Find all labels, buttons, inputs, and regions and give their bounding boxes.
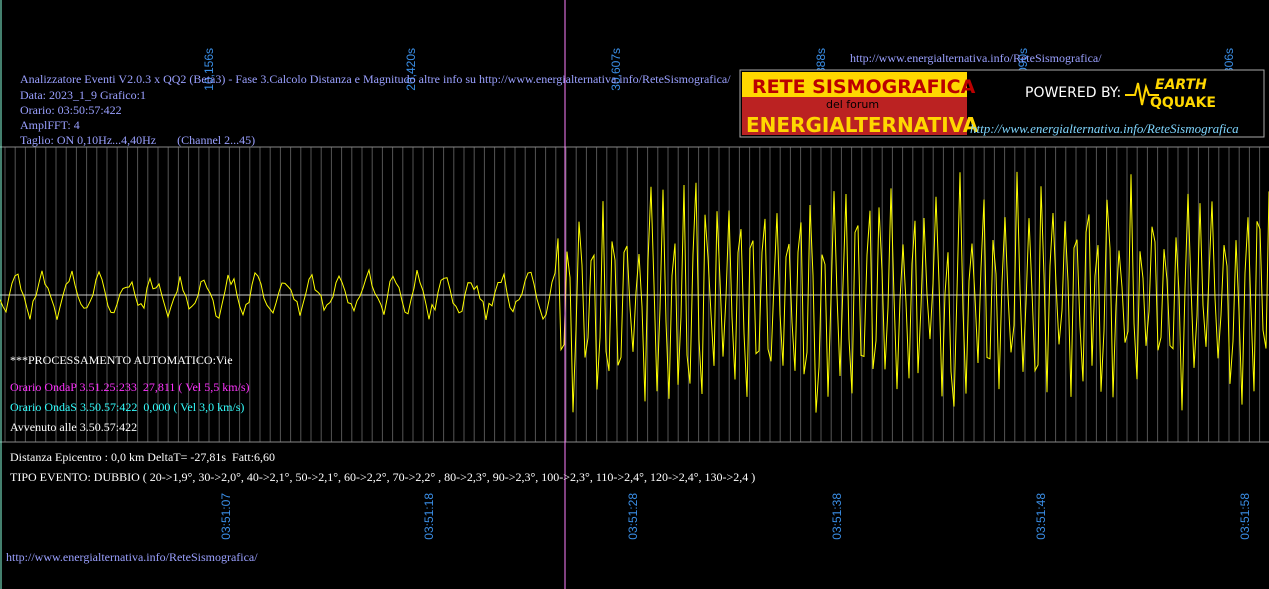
header-line: Orario: 03:50:57:422 (20, 103, 122, 117)
header-line: AmplFFT: 4 (20, 118, 80, 132)
powered-by: POWERED BY: (1025, 85, 1121, 101)
bottom-axis-label: 03:51:07 (219, 493, 233, 540)
header-line: Taglio: ON 0,10Hz...4,40Hz (Channel 2...… (20, 133, 255, 147)
header-line: Analizzatore Eventi V2.0.3 x QQ2 (Beta3)… (20, 72, 731, 86)
processing: ***PROCESSAMENTO AUTOMATICO:Vie (10, 353, 233, 367)
top-url: http://www.energialternativa.info/ReteSi… (850, 51, 1102, 65)
waveform (0, 171, 1269, 413)
top-axis-label: 30,607s (609, 48, 623, 91)
bottom-axis-label: 03:51:28 (626, 493, 640, 540)
bottom-axis-label: 03:51:18 (422, 493, 436, 540)
wave-p: Orario OndaP 3.51.25:233 27,811 ( Vel 5,… (10, 380, 250, 394)
logo-name: ENERGIALTERNATIVA (746, 113, 979, 137)
logo-sub: del forum (826, 98, 879, 111)
logo-url: http://www.energialternativa.info/ReteSi… (970, 121, 1239, 136)
wave-s: Orario OndaS 3.50.57:422 0,000 ( Vel 3,0… (10, 400, 244, 414)
header-line: Data: 2023_1_9 Grafico:1 (20, 88, 146, 102)
top-axis-label: 10,156s (202, 48, 216, 91)
top-axis-label: 20,420s (404, 48, 418, 91)
brand-quake: QQUAKE (1150, 95, 1216, 111)
logo: RETE SISMOGRAFICA del forum ENERGIALTERN… (739, 69, 1265, 138)
distance: Distanza Epicentro : 0,0 km DeltaT= -27,… (10, 450, 275, 464)
brand-earth: EARTH (1155, 77, 1207, 93)
bottom-axis-label: 03:51:58 (1238, 493, 1252, 540)
bottom-axis-label: 03:51:38 (830, 493, 844, 540)
event-type: TIPO EVENTO: DUBBIO ( 20->1,9°, 30->2,0°… (10, 470, 755, 484)
bottom-axis-label: 03:51:48 (1034, 493, 1048, 540)
occurred: Avvenuto alle 3.50.57:422 (10, 420, 137, 434)
bottom-url: http://www.energialternativa.info/ReteSi… (6, 550, 258, 564)
logo-title: RETE SISMOGRAFICA (752, 76, 976, 98)
